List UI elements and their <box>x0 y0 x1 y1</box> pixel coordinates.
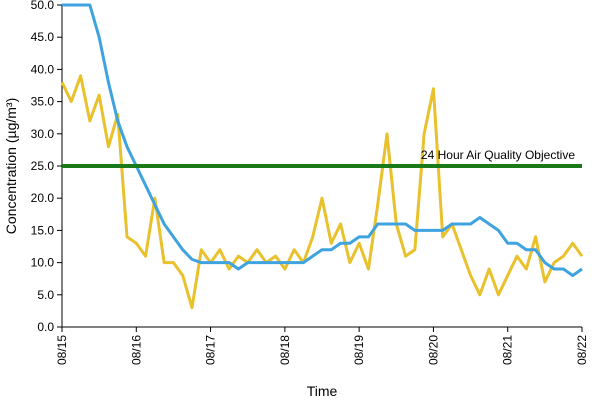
x-tick-label: 08/20 <box>426 335 440 365</box>
reference-label: 24 Hour Air Quality Objective <box>421 148 575 162</box>
y-tick-label: 15.0 <box>31 223 55 237</box>
y-tick-label: 45.0 <box>31 30 55 44</box>
x-tick-label: 08/21 <box>501 335 515 365</box>
y-tick-label: 5.0 <box>37 288 54 302</box>
y-tick-label: 50.0 <box>31 0 55 12</box>
x-tick-label: 08/22 <box>575 335 589 365</box>
x-tick-label: 08/18 <box>278 335 292 365</box>
x-tick-label: 08/17 <box>204 335 218 365</box>
x-axis-label: Time <box>307 383 338 399</box>
y-tick-label: 0.0 <box>37 320 54 334</box>
y-tick-label: 25.0 <box>31 159 55 173</box>
y-tick-label: 10.0 <box>31 256 55 270</box>
y-tick-label: 30.0 <box>31 127 55 141</box>
x-tick-label: 08/15 <box>55 335 69 365</box>
y-tick-label: 40.0 <box>31 62 55 76</box>
x-tick-label: 08/16 <box>129 335 143 365</box>
y-tick-label: 35.0 <box>31 95 55 109</box>
y-tick-label: 20.0 <box>31 191 55 205</box>
y-axis-label: Concentration (µg/m³) <box>3 98 19 234</box>
series-line <box>60 74 584 310</box>
x-tick-label: 08/19 <box>352 335 366 365</box>
series-line <box>62 3 583 277</box>
